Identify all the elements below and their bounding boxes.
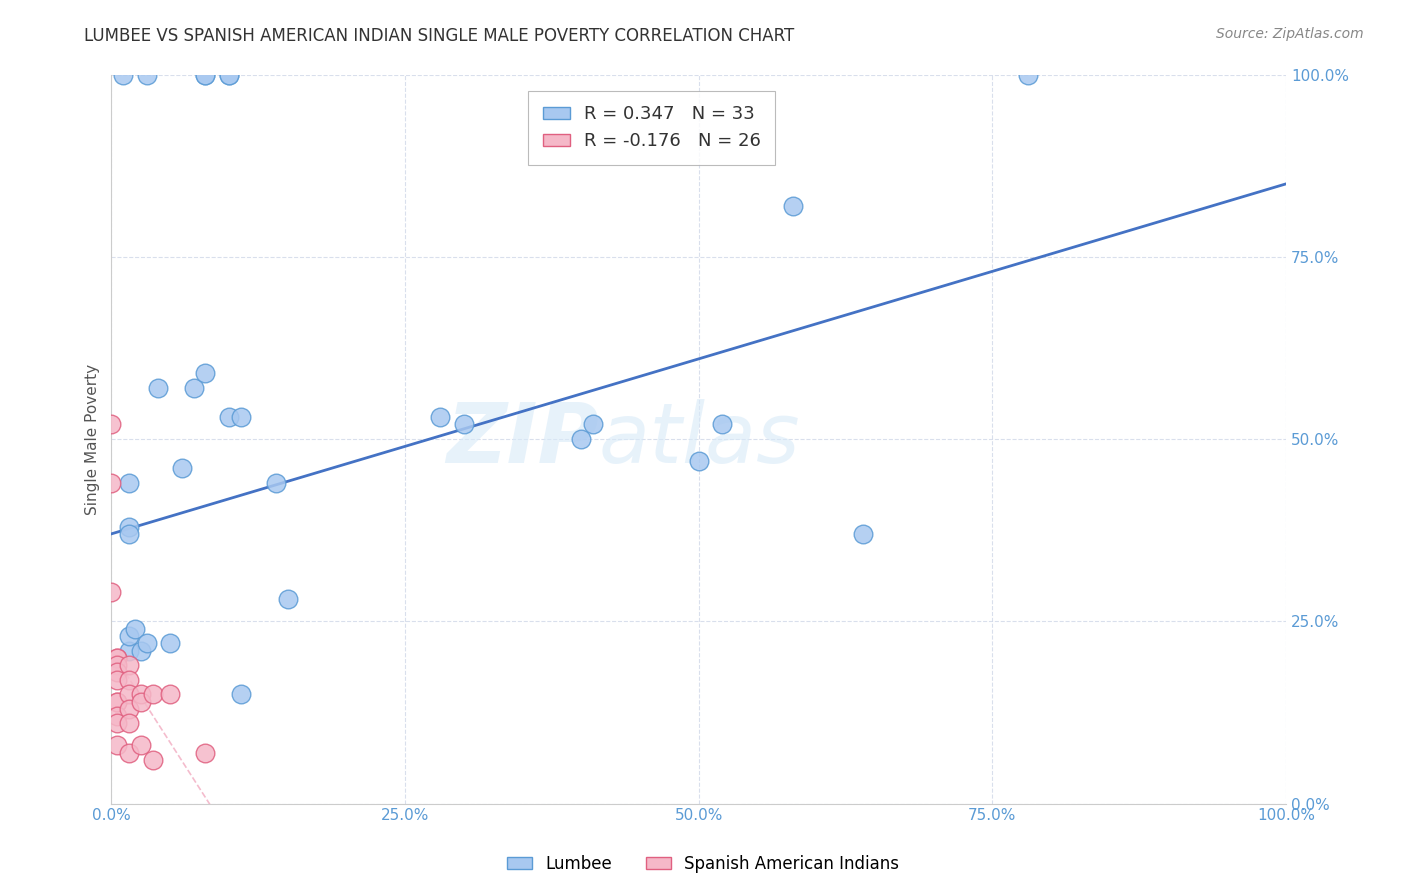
Text: atlas: atlas	[599, 399, 800, 480]
Point	[129, 643, 152, 657]
Point	[129, 687, 152, 701]
Point	[135, 68, 157, 82]
Text: LUMBEE VS SPANISH AMERICAN INDIAN SINGLE MALE POVERTY CORRELATION CHART: LUMBEE VS SPANISH AMERICAN INDIAN SINGLE…	[84, 27, 794, 45]
Point	[852, 526, 875, 541]
Point	[105, 694, 128, 708]
Point	[264, 475, 287, 490]
Point	[194, 746, 217, 760]
Point	[277, 592, 299, 607]
Point	[105, 665, 128, 680]
Point	[100, 585, 122, 599]
Point	[194, 367, 217, 381]
Text: ZIP: ZIP	[446, 399, 599, 480]
Legend: Lumbee, Spanish American Indians: Lumbee, Spanish American Indians	[501, 848, 905, 880]
Point	[112, 68, 135, 82]
Point	[105, 709, 128, 723]
Point	[141, 687, 163, 701]
Point	[218, 68, 240, 82]
Point	[170, 461, 193, 475]
Point	[129, 694, 152, 708]
Point	[105, 673, 128, 687]
Point	[159, 687, 181, 701]
Point	[582, 417, 605, 432]
Point	[118, 746, 141, 760]
Point	[183, 381, 205, 395]
Point	[148, 381, 170, 395]
Point	[229, 687, 252, 701]
Point	[105, 658, 128, 673]
Point	[782, 199, 804, 213]
Point	[688, 454, 710, 468]
Point	[1017, 68, 1039, 82]
Point	[118, 702, 141, 716]
Point	[118, 643, 141, 657]
Point	[105, 650, 128, 665]
Point	[118, 629, 141, 643]
Point	[159, 636, 181, 650]
Point	[118, 673, 141, 687]
Point	[105, 716, 128, 731]
Legend: R = 0.347   N = 33, R = -0.176   N = 26: R = 0.347 N = 33, R = -0.176 N = 26	[529, 91, 775, 165]
Point	[118, 526, 141, 541]
Point	[218, 68, 240, 82]
Point	[105, 694, 128, 708]
Point	[118, 519, 141, 533]
Point	[429, 410, 451, 425]
Point	[105, 650, 128, 665]
Point	[118, 658, 141, 673]
Point	[453, 417, 475, 432]
Point	[118, 716, 141, 731]
Point	[129, 739, 152, 753]
Point	[118, 687, 141, 701]
Point	[194, 68, 217, 82]
Point	[118, 475, 141, 490]
Point	[229, 410, 252, 425]
Point	[569, 432, 592, 446]
Point	[194, 68, 217, 82]
Point	[218, 410, 240, 425]
Point	[100, 417, 122, 432]
Point	[124, 622, 146, 636]
Point	[711, 417, 734, 432]
Point	[105, 739, 128, 753]
Point	[135, 636, 157, 650]
Point	[100, 475, 122, 490]
Point	[141, 753, 163, 767]
Y-axis label: Single Male Poverty: Single Male Poverty	[86, 364, 100, 515]
Text: Source: ZipAtlas.com: Source: ZipAtlas.com	[1216, 27, 1364, 41]
